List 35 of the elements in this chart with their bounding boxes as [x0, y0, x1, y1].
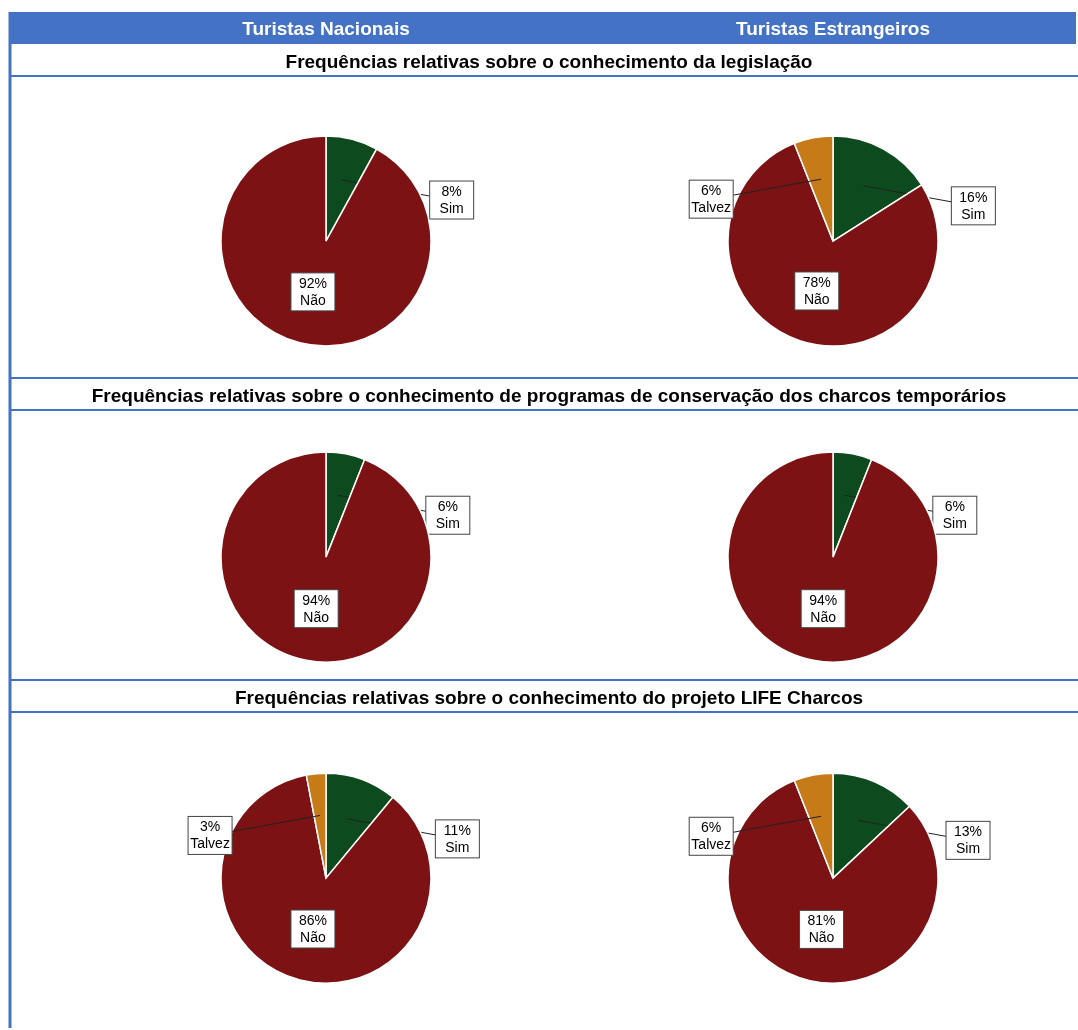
- slice-label: Sim: [445, 838, 470, 855]
- slice-label: Talvez: [190, 835, 230, 852]
- data-label: 3%: [199, 818, 221, 835]
- text: Frequências relativas sobre o conhecimento do projeto LIFE Charcos: [234, 687, 864, 708]
- slice-label: Sim: [439, 200, 464, 217]
- slice-label: Não: [300, 929, 326, 946]
- slice-label: Não: [300, 291, 326, 308]
- slice-label: Sim: [955, 840, 981, 857]
- data-label: 6%: [944, 498, 965, 515]
- data-label: 8%: [441, 183, 462, 200]
- slice-label: Talvez: [691, 836, 732, 853]
- data-label: 6%: [701, 182, 722, 199]
- slice-label: Sim: [961, 205, 986, 222]
- chart-title: Turistas Nacionais: [242, 18, 410, 39]
- data-label: 86%: [298, 912, 327, 929]
- slice-label: Não: [803, 290, 830, 307]
- slice-label: Sim: [942, 515, 967, 532]
- data-label: 16%: [959, 188, 988, 205]
- text: Frequências relativas sobre o conhecimento de programas de conservação dos charcos temporários: [91, 385, 1007, 406]
- data-label: 6%: [701, 819, 722, 836]
- data-label: 92%: [298, 274, 327, 291]
- slice-label: Sim: [435, 515, 460, 532]
- data-label: 94%: [302, 591, 331, 608]
- slice-label: Não: [303, 608, 330, 625]
- slice-label: Talvez: [691, 199, 732, 216]
- chart-title: Turistas Estrangeiros: [736, 18, 930, 39]
- data-label: 94%: [809, 591, 838, 608]
- data-label: 81%: [807, 912, 836, 929]
- data-label: 6%: [437, 498, 458, 515]
- slice-label: Não: [808, 929, 835, 946]
- data-label: 13%: [954, 823, 983, 840]
- text: Frequências relativas sobre o conhecimento da legislação: [285, 51, 813, 72]
- slice-label: Não: [810, 608, 837, 625]
- data-label: 78%: [802, 273, 831, 290]
- data-label: 11%: [443, 821, 471, 838]
